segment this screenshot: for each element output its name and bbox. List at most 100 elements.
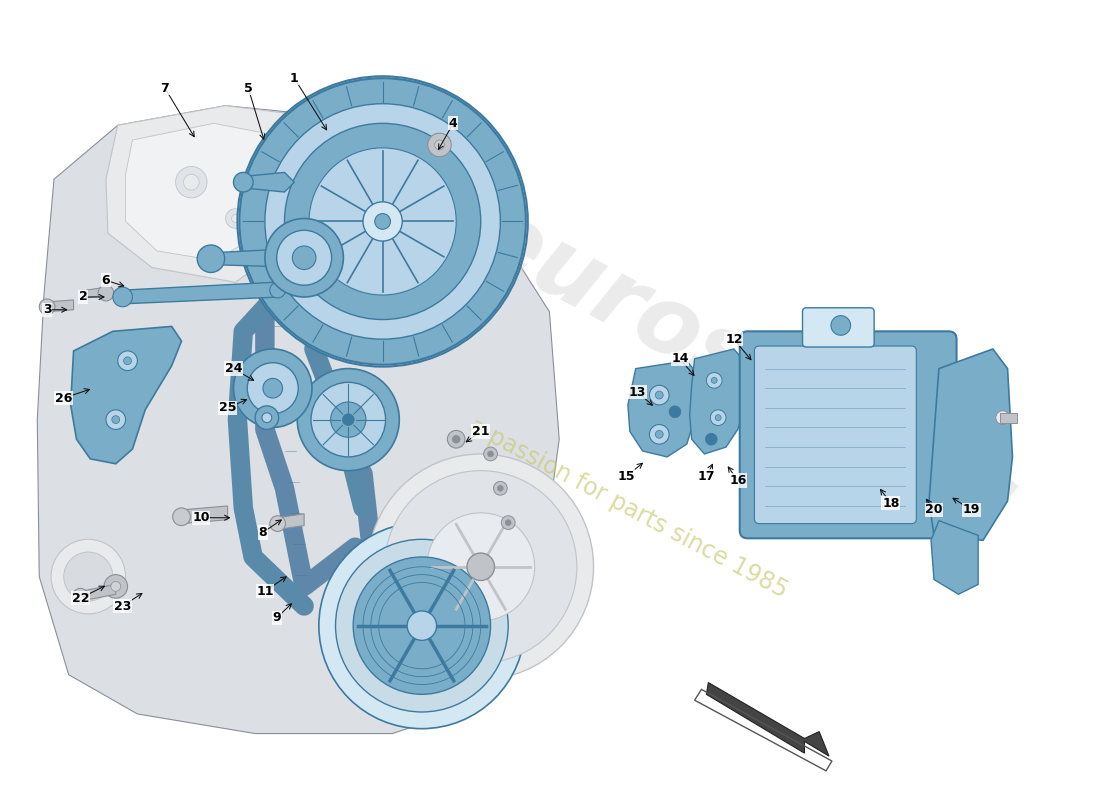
Circle shape [293, 246, 316, 270]
Circle shape [238, 76, 528, 366]
Circle shape [452, 435, 460, 443]
Polygon shape [706, 682, 829, 756]
Circle shape [494, 482, 507, 495]
Polygon shape [37, 106, 559, 734]
Circle shape [656, 430, 663, 438]
Text: 23: 23 [114, 599, 131, 613]
FancyBboxPatch shape [739, 331, 957, 538]
Text: 21: 21 [472, 425, 490, 438]
Circle shape [64, 552, 113, 601]
Polygon shape [122, 282, 279, 304]
Circle shape [104, 574, 128, 598]
Circle shape [706, 373, 722, 388]
Circle shape [656, 391, 663, 399]
Circle shape [505, 520, 512, 526]
Text: 15: 15 [617, 470, 635, 483]
Circle shape [233, 349, 312, 427]
Circle shape [407, 611, 437, 640]
FancyBboxPatch shape [755, 346, 916, 524]
Polygon shape [690, 349, 748, 454]
Text: 16: 16 [729, 474, 747, 487]
Circle shape [649, 425, 669, 444]
Circle shape [262, 413, 272, 422]
Circle shape [111, 582, 121, 591]
Circle shape [448, 430, 465, 448]
Circle shape [487, 451, 494, 457]
Circle shape [184, 174, 199, 190]
Circle shape [123, 357, 132, 365]
Circle shape [502, 516, 515, 530]
Text: a passion for parts since 1985: a passion for parts since 1985 [464, 414, 791, 602]
Circle shape [705, 434, 717, 445]
Circle shape [468, 553, 495, 581]
Polygon shape [245, 172, 295, 192]
Text: 2: 2 [79, 290, 88, 303]
Circle shape [112, 416, 120, 423]
Text: 26: 26 [55, 391, 73, 405]
Circle shape [118, 351, 138, 370]
Polygon shape [47, 300, 74, 312]
Polygon shape [277, 514, 304, 530]
Text: 10: 10 [192, 511, 210, 524]
Circle shape [649, 386, 669, 405]
Circle shape [309, 148, 456, 295]
Text: 1: 1 [290, 72, 299, 85]
Circle shape [176, 166, 207, 198]
Circle shape [331, 402, 366, 438]
Circle shape [297, 369, 399, 470]
Circle shape [497, 486, 504, 491]
Circle shape [353, 557, 491, 694]
Circle shape [255, 406, 278, 430]
Circle shape [113, 287, 132, 306]
Circle shape [311, 382, 386, 457]
Circle shape [106, 410, 125, 430]
Circle shape [173, 508, 190, 526]
Polygon shape [80, 585, 116, 601]
Text: 8: 8 [258, 526, 267, 539]
Circle shape [434, 140, 444, 150]
Circle shape [484, 447, 497, 461]
Polygon shape [106, 106, 304, 282]
Text: 24: 24 [224, 362, 242, 375]
Text: 11: 11 [256, 585, 274, 598]
Polygon shape [931, 521, 978, 594]
Circle shape [270, 516, 286, 531]
Text: 6: 6 [101, 274, 110, 287]
Circle shape [263, 378, 283, 398]
Text: 3: 3 [43, 303, 52, 316]
Text: 13: 13 [629, 386, 647, 398]
Text: 20: 20 [925, 503, 943, 516]
Circle shape [231, 214, 240, 222]
Circle shape [375, 214, 390, 230]
Circle shape [265, 104, 500, 339]
Circle shape [996, 410, 1010, 425]
Circle shape [98, 286, 113, 301]
Text: eurospares: eurospares [460, 190, 1031, 551]
Circle shape [277, 230, 331, 286]
Text: 19: 19 [962, 503, 980, 516]
Circle shape [336, 539, 508, 712]
Circle shape [40, 299, 55, 314]
Circle shape [226, 209, 245, 228]
Text: 18: 18 [882, 497, 900, 510]
Polygon shape [125, 123, 275, 261]
Circle shape [669, 406, 681, 418]
Circle shape [427, 513, 535, 621]
Circle shape [711, 410, 726, 426]
Circle shape [428, 133, 451, 157]
Circle shape [51, 539, 125, 614]
Polygon shape [1000, 413, 1018, 422]
Text: 17: 17 [697, 470, 715, 483]
Circle shape [265, 218, 343, 297]
Text: 12: 12 [725, 333, 742, 346]
Text: 22: 22 [72, 592, 89, 605]
Circle shape [367, 454, 594, 680]
Circle shape [712, 378, 717, 383]
Circle shape [248, 362, 298, 414]
Polygon shape [930, 349, 1012, 540]
Polygon shape [211, 248, 306, 267]
Polygon shape [86, 287, 106, 298]
Text: 14: 14 [671, 352, 689, 366]
Circle shape [830, 316, 850, 335]
Circle shape [240, 78, 526, 365]
